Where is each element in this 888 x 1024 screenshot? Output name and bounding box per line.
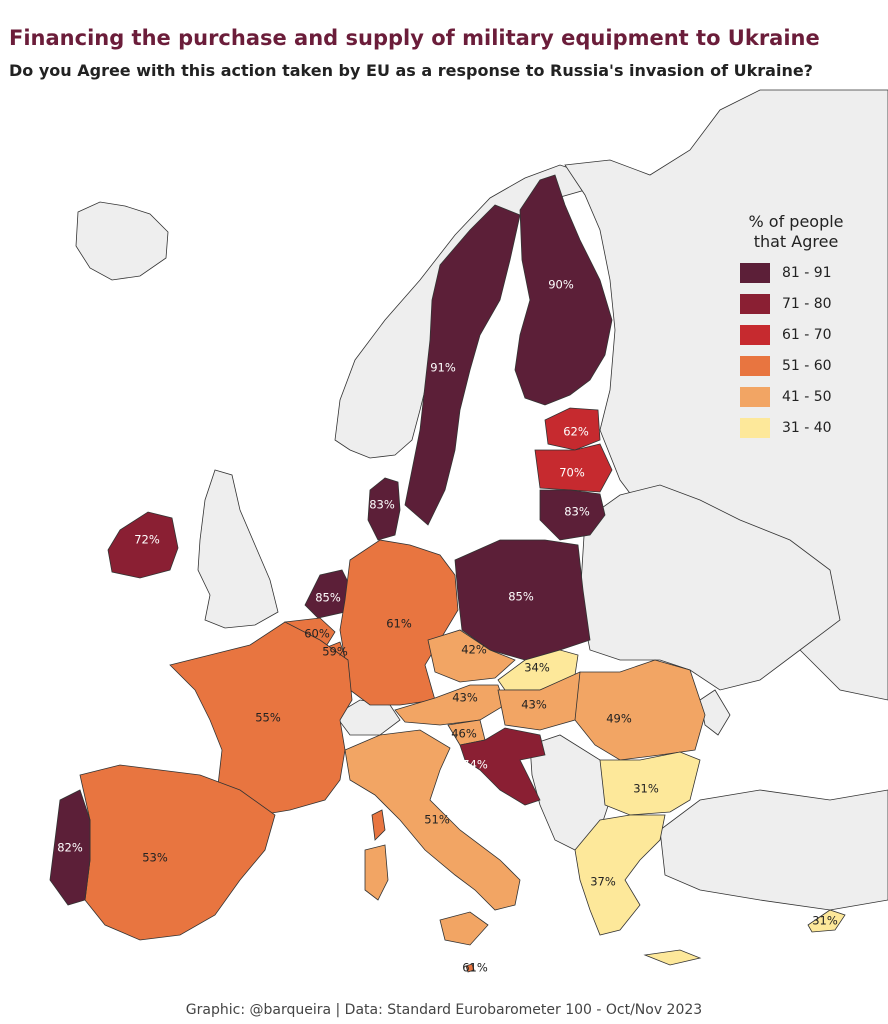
country-crete	[643, 949, 702, 966]
label-latvia: 70%	[559, 466, 585, 480]
label-romania: 49%	[606, 712, 632, 726]
footer-credits: Graphic: @barqueira | Data: Standard Eur…	[185, 1002, 703, 1018]
label-spain: 53%	[142, 851, 168, 865]
label-sweden: 91%	[430, 361, 456, 375]
label-belgium: 60%	[304, 627, 330, 641]
label-croatia: 74%	[462, 758, 488, 772]
label-denmark: 83%	[369, 498, 395, 512]
legend-swatch	[740, 325, 770, 345]
label-lithuania: 83%	[564, 505, 590, 519]
label-france: 55%	[255, 711, 281, 725]
legend: % of people that Agree 81 - 91 71 - 80 6…	[740, 212, 860, 438]
legend-swatch	[740, 418, 770, 438]
legend-label: 71 - 80	[782, 296, 832, 312]
label-ireland: 72%	[134, 533, 160, 547]
country-corsica	[371, 809, 386, 841]
legend-label: 61 - 70	[782, 327, 832, 343]
country-estonia	[544, 407, 601, 451]
label-netherlands: 85%	[315, 591, 341, 605]
country-malta	[465, 963, 475, 973]
label-greece: 37%	[590, 875, 616, 889]
label-estonia: 62%	[563, 425, 589, 439]
label-cyprus: 31%	[812, 914, 838, 928]
label-finland: 90%	[548, 278, 574, 292]
country-france	[169, 621, 353, 816]
country-czechia	[427, 629, 516, 683]
label-poland: 85%	[508, 590, 534, 604]
country-sicily	[439, 911, 489, 946]
legend-title: % of people that Agree	[740, 212, 852, 252]
label-czechia: 42%	[461, 643, 487, 657]
legend-swatch	[740, 294, 770, 314]
country-cyprus	[807, 909, 846, 933]
country-finland	[514, 174, 613, 406]
europe-map: 91% 90% 62% 70% 83% 83% 72% 85% 60% 59% …	[49, 89, 888, 975]
value-labels: 91% 90% 62% 70% 83% 83% 72% 85% 60% 59% …	[57, 278, 838, 975]
label-slovenia: 46%	[451, 727, 477, 741]
country-romania	[574, 659, 706, 761]
legend-label: 51 - 60	[782, 358, 832, 374]
legend-item: 41 - 50	[740, 387, 860, 407]
country-portugal	[49, 789, 91, 906]
switzerland-shape	[334, 699, 401, 736]
label-germany: 61%	[386, 617, 412, 631]
eu-countries	[49, 174, 846, 973]
label-austria: 43%	[452, 691, 478, 705]
legend-swatch	[740, 387, 770, 407]
legend-item: 31 - 40	[740, 418, 860, 438]
label-bulgaria: 31%	[633, 782, 659, 796]
country-croatia	[459, 727, 546, 806]
legend-item: 81 - 91	[740, 263, 860, 283]
belarus-ukraine-shape	[579, 484, 841, 691]
country-greece	[574, 814, 666, 936]
label-luxembourg: 59%	[322, 645, 348, 659]
page-title: Financing the purchase and supply of mil…	[9, 26, 820, 50]
legend-title-line1: % of people	[748, 212, 844, 231]
label-malta: 61%	[462, 961, 488, 975]
country-sardinia	[364, 844, 389, 901]
country-italy	[344, 729, 521, 911]
country-bulgaria	[599, 751, 701, 816]
country-ireland	[107, 511, 179, 579]
moldova-shape	[699, 689, 731, 736]
legend-title-line2: that Agree	[753, 232, 839, 251]
country-lithuania	[539, 489, 606, 541]
country-latvia	[534, 443, 613, 493]
legend-swatch	[740, 263, 770, 283]
country-germany	[339, 539, 459, 706]
non-eu-land	[75, 89, 888, 911]
label-portugal: 82%	[57, 841, 83, 855]
legend-label: 81 - 91	[782, 265, 832, 281]
label-hungary: 43%	[521, 698, 547, 712]
label-slovakia: 34%	[524, 661, 550, 675]
legend-label: 41 - 50	[782, 389, 832, 405]
country-denmark	[367, 477, 401, 541]
legend-label: 31 - 40	[782, 420, 832, 436]
legend-swatch	[740, 356, 770, 376]
legend-item: 71 - 80	[740, 294, 860, 314]
legend-item: 51 - 60	[740, 356, 860, 376]
country-poland	[454, 539, 591, 661]
label-italy: 51%	[424, 813, 450, 827]
legend-item: 61 - 70	[740, 325, 860, 345]
great-britain-shape	[197, 469, 279, 629]
page-subtitle: Do you Agree with this action taken by E…	[9, 61, 813, 80]
turkey-shape	[659, 789, 888, 911]
iceland-shape	[75, 201, 169, 281]
